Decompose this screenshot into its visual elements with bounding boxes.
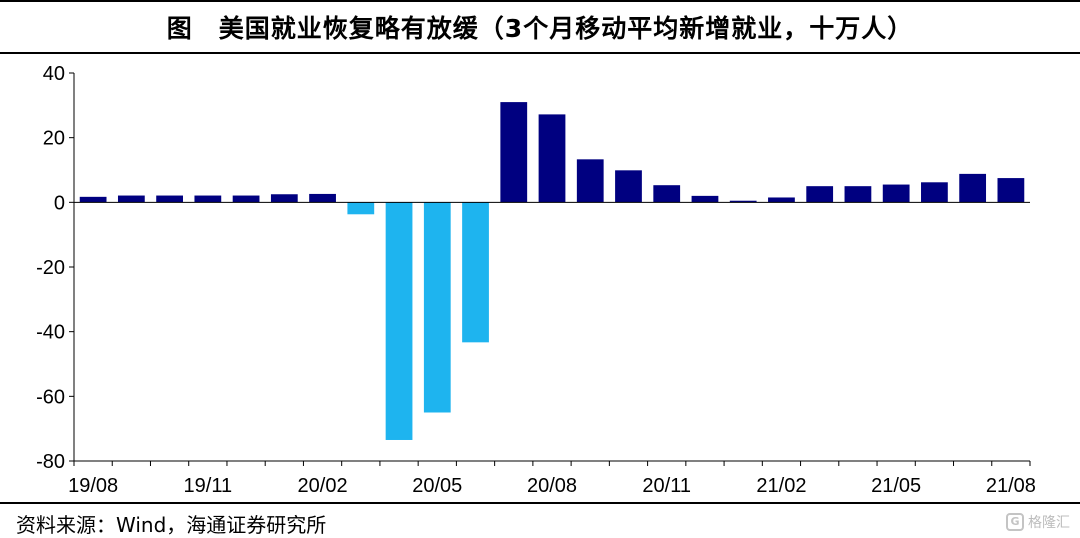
x-tick-label: 20/11 [642,475,691,497]
bar-21/07 [959,173,987,203]
bar-19/10 [156,195,183,203]
x-tick-label: 21/02 [756,475,806,497]
watermark: G 格隆汇 [1006,512,1070,532]
bar-20/08 [538,114,566,203]
bar-19/12 [232,195,260,203]
bar-20/03 [347,202,375,215]
y-tick-label: -80 [36,451,65,473]
bar-20/05 [423,202,451,413]
bar-20/02 [309,193,336,203]
bar-20/10 [615,170,642,203]
chart-title: 图 美国就业恢复略有放缓（3个月移动平均新增就业，十万人） [166,14,914,43]
gelonghui-logo-icon: G [1006,513,1024,531]
x-tick-label: 21/08 [986,475,1036,497]
source-bar: 资料来源：Wind，海通证券研究所 G 格隆汇 [0,502,1080,537]
bar-21/06 [921,182,948,203]
y-tick-label: 40 [43,63,65,85]
chart-title-bar: 图 美国就业恢复略有放缓（3个月移动平均新增就业，十万人） [0,0,1080,54]
bar-20/09 [576,159,604,203]
bar-19/08 [79,196,107,203]
bar-21/01 [729,200,757,203]
bar-21/08 [997,178,1025,203]
x-tick-label: 20/02 [298,475,348,497]
source-note: 资料来源：Wind，海通证券研究所 [16,513,327,537]
bar-21/04 [844,186,872,203]
bar-21/02 [768,197,795,203]
y-tick-label: 0 [54,192,65,214]
bar-19/09 [117,195,145,203]
bar-20/04 [385,202,413,440]
x-tick-label: 19/08 [68,475,118,497]
bar-21/03 [806,186,834,203]
x-tick-label: 20/05 [412,475,462,497]
bar-19/11 [194,195,222,203]
bar-20/11 [653,185,681,203]
y-tick-label: -60 [36,386,65,408]
y-tick-label: -40 [36,322,65,344]
bar-21/05 [882,184,910,203]
y-tick-label: -20 [36,257,65,279]
watermark-text: 格隆汇 [1028,515,1070,531]
x-tick-label: 21/05 [871,475,921,497]
y-tick-label: 20 [43,128,65,150]
x-tick-label: 20/08 [527,475,577,497]
x-tick-label: 19/11 [184,475,233,497]
bar-20/12 [691,195,719,203]
bar-20/01 [270,194,298,203]
bar-20/07 [500,102,528,203]
bar-20/06 [462,202,489,343]
plot-area: 40 20 0 -20 -40 -60 -80 19/08 19/11 20/02 20/05 20/… [0,54,1080,502]
